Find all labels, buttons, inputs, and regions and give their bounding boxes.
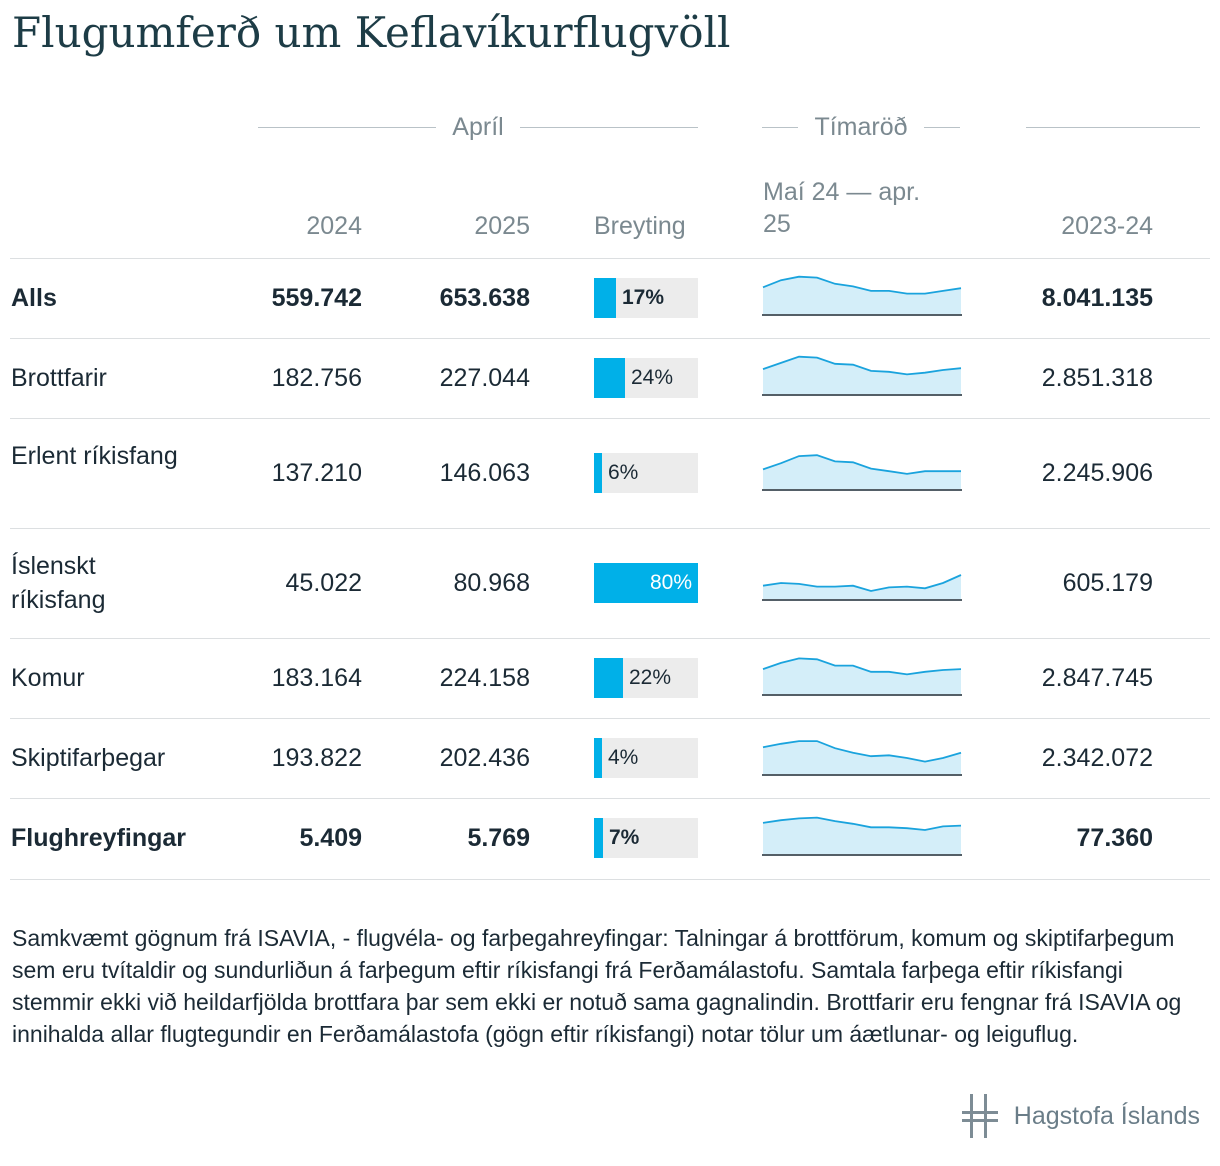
change-label: 17% [622, 286, 665, 309]
change-label: 4% [608, 746, 639, 769]
divider [1026, 126, 1200, 128]
value-2024: 45.022 [285, 569, 362, 597]
sparkline-area [763, 356, 961, 394]
change-bar [594, 738, 602, 778]
change-bar-track: 80% [594, 563, 698, 603]
table-row [10, 528, 1210, 639]
value-2024: 559.742 [271, 284, 362, 312]
row-label: Brottfarir [11, 364, 107, 392]
sparkline [762, 740, 962, 776]
divider [258, 126, 437, 128]
group-header-blank [1026, 110, 1200, 144]
sparkline-line [762, 454, 961, 475]
row-label: Íslenskt ríkisfang [11, 552, 106, 614]
change-bar-track: 24% [594, 358, 698, 398]
change-bar-track: 22% [594, 658, 698, 698]
change-bar [594, 453, 602, 493]
value-total: 2.245.906 [1041, 459, 1153, 487]
sparkline-area [763, 575, 961, 599]
value-total: 8.041.135 [1041, 284, 1153, 312]
sparkline-line [762, 740, 962, 763]
change-bar [594, 358, 625, 398]
column-header-change: Breyting [594, 212, 686, 240]
sparkline-line [762, 657, 962, 676]
sparkline-area [763, 658, 961, 694]
chart-title: Flugumferð um Keflavíkurflugvöll [12, 8, 731, 57]
sparkline-line [762, 275, 962, 295]
sparkline [762, 816, 962, 856]
value-2024: 193.822 [271, 744, 362, 772]
logo-text: Hagstofa Íslands [1013, 1101, 1200, 1130]
column-header-series-line2: 25 [763, 210, 791, 238]
group-label-timeseries: Tímaröð [814, 112, 908, 141]
sparkline [762, 574, 962, 601]
value-2025: 224.158 [439, 664, 530, 692]
table-row [10, 718, 1210, 799]
change-label: 6% [608, 461, 639, 484]
value-2024: 182.756 [271, 364, 362, 392]
value-total: 2.851.318 [1041, 364, 1153, 392]
value-total: 2.342.072 [1041, 744, 1153, 772]
column-header-series: Maí 24 — apr. 25 [763, 176, 920, 240]
value-total: 77.360 [1076, 824, 1153, 852]
row-label: Skiptifarþegar [11, 744, 166, 772]
sparkline-area [763, 741, 961, 774]
value-total: 605.179 [1062, 569, 1153, 597]
sparkline-line [762, 574, 962, 592]
group-label-april: Apríl [452, 112, 504, 141]
table-row [10, 338, 1210, 419]
column-header-2024: 2024 [306, 212, 362, 240]
value-2024: 5.409 [299, 824, 362, 852]
change-label: 22% [629, 666, 672, 689]
group-header-april: Apríl [258, 110, 698, 144]
value-total: 2.847.745 [1041, 664, 1153, 692]
value-2024: 183.164 [271, 664, 362, 692]
sparkline-area [763, 276, 961, 314]
divider [519, 126, 698, 128]
change-bar [594, 278, 616, 318]
table-row [10, 258, 1210, 339]
table-row [10, 638, 1210, 719]
divider [762, 126, 799, 128]
sparkline-line [762, 816, 962, 831]
column-header-series-line1: Maí 24 — apr. [763, 178, 921, 206]
row-label: Komur [11, 664, 85, 692]
change-bar [594, 818, 603, 858]
row-label: Flughreyfingar [11, 824, 187, 852]
value-2025: 80.968 [453, 569, 530, 597]
value-2025: 5.769 [467, 824, 530, 852]
sparkline [762, 657, 962, 696]
hagstofa-logo-icon [961, 1094, 998, 1138]
sparkline [762, 454, 962, 491]
change-label: 80% [649, 571, 692, 594]
change-bar [594, 563, 698, 603]
value-2025: 227.044 [439, 364, 530, 392]
change-label: 24% [631, 366, 674, 389]
change-bar-track: 4% [594, 738, 698, 778]
change-bar-track: 6% [594, 453, 698, 493]
change-bar [594, 658, 623, 698]
sparkline-line [762, 355, 962, 376]
table-row [10, 418, 1210, 529]
divider [923, 126, 960, 128]
row-label: Alls [11, 284, 57, 312]
change-bar-track: 17% [594, 278, 698, 318]
value-2025: 653.638 [439, 284, 530, 312]
group-header-timeseries: Tímaröð [762, 110, 960, 144]
row-label: Erlent ríkisfang [11, 442, 178, 470]
column-header-2025: 2025 [474, 212, 530, 240]
sparkline [762, 355, 962, 396]
sparkline-area [763, 817, 961, 854]
logo: Hagstofa Íslands [960, 1092, 1200, 1140]
value-2025: 202.436 [439, 744, 530, 772]
sparkline [762, 275, 962, 316]
value-2024: 137.210 [271, 459, 362, 487]
sparkline-area [763, 455, 961, 489]
table-row [10, 798, 1210, 880]
change-label: 7% [609, 826, 640, 849]
value-2025: 146.063 [439, 459, 530, 487]
footnote: Samkvæmt gögnum frá ISAVIA, - flugvéla- … [12, 925, 1182, 1047]
change-bar-track: 7% [594, 818, 698, 858]
column-header-total: 2023-24 [1061, 212, 1153, 240]
